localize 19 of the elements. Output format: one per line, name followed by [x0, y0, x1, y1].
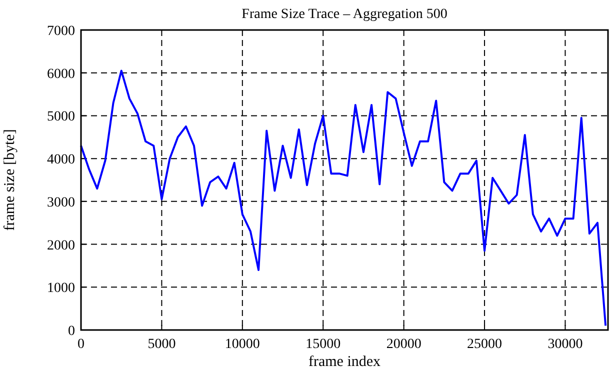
y-axis-title: frame size [byte]	[2, 129, 18, 231]
x-tick-label: 10000	[224, 337, 260, 352]
x-tick-label: 5000	[148, 337, 176, 352]
x-tick-label: 0	[78, 337, 84, 352]
line-series	[80, 70, 607, 327]
x-tick-label: 20000	[386, 337, 422, 352]
y-tick-label: 1000	[47, 281, 75, 296]
chart-title: Frame Size Trace – Aggregation 500	[242, 7, 448, 22]
y-tick-label: 7000	[47, 24, 75, 39]
y-tick-label: 0	[68, 324, 75, 339]
y-tick-label: 5000	[47, 110, 75, 125]
x-tick-label: 30000	[548, 337, 583, 352]
y-tick-label: 3000	[47, 195, 75, 210]
y-tick-label: 6000	[47, 66, 75, 82]
y-tick-label: 4000	[47, 152, 75, 168]
x-tick-label: 25000	[467, 337, 502, 352]
y-tick-label: 2000	[47, 238, 75, 254]
x-axis-title: frame index	[308, 354, 382, 370]
x-tick-label: 15000	[306, 337, 341, 352]
